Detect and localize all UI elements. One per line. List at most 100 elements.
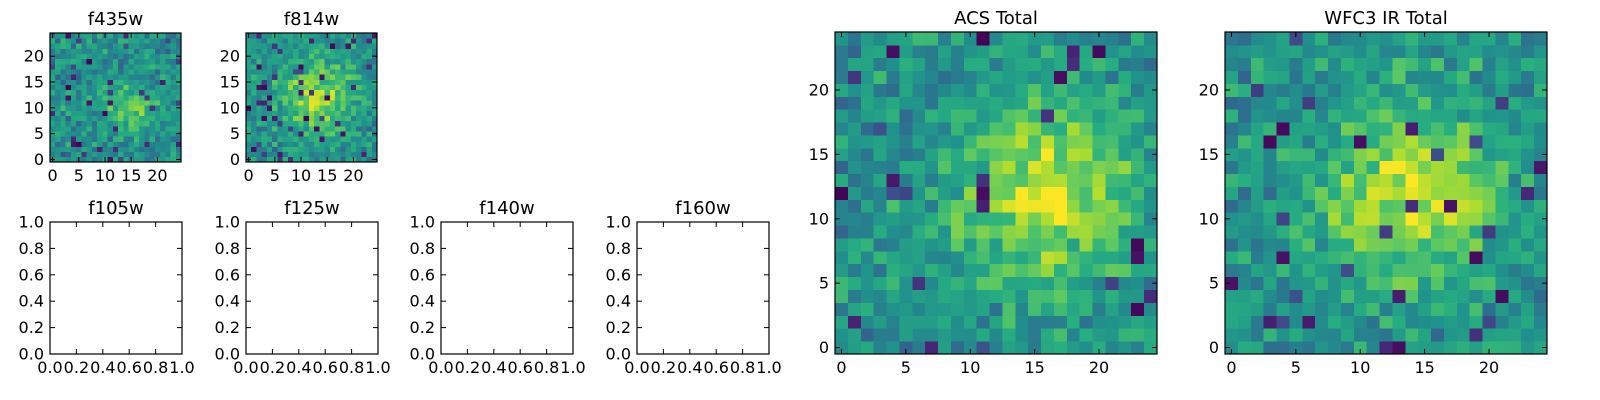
heatmap-cell [97, 43, 103, 49]
heatmap-cell [1053, 83, 1068, 97]
heatmap-cell [1225, 238, 1239, 252]
heatmap-cell [314, 146, 320, 153]
heatmap-cell [371, 74, 378, 80]
heatmap-cell [149, 156, 156, 163]
x-tick-label: 0.0 [37, 358, 62, 377]
heatmap-cell [76, 110, 82, 116]
heatmap-cell [1521, 44, 1535, 59]
heatmap-cell [1302, 135, 1316, 149]
heatmap-cell [912, 83, 926, 97]
heatmap-cell [356, 136, 362, 142]
heatmap-cell [50, 89, 56, 96]
heatmap-cell [1469, 122, 1483, 136]
heatmap-cell [1225, 44, 1239, 59]
y-tick-label: 5 [34, 124, 44, 143]
heatmap-cell [123, 151, 129, 158]
heatmap-cell [350, 58, 357, 65]
heatmap-cell [170, 74, 177, 80]
heatmap-cell [1237, 32, 1252, 46]
heatmap-cell [1041, 289, 1055, 303]
heatmap-cell [55, 151, 61, 158]
heatmap-cell [55, 38, 61, 44]
heatmap-cell [128, 43, 135, 49]
heatmap-cell [1263, 147, 1277, 162]
heatmap-cell [1041, 109, 1055, 123]
heatmap-cell [345, 94, 352, 101]
heatmap-cell [170, 125, 177, 132]
heatmap-cell [251, 120, 257, 127]
heatmap-cell [860, 328, 875, 342]
heatmap-cell [1237, 147, 1252, 162]
heatmap-cell [1118, 212, 1132, 226]
heatmap-cell [335, 120, 341, 127]
heatmap-cell [1353, 44, 1368, 59]
heatmap-cell [123, 110, 129, 116]
heatmap-cell [1315, 173, 1329, 187]
heatmap-cell [1289, 289, 1303, 303]
heatmap-cell [65, 120, 72, 127]
heatmap-cell [1092, 341, 1106, 355]
heatmap-cell [287, 146, 294, 153]
heatmap-cell [133, 105, 140, 111]
heatmap-cell [287, 156, 294, 163]
heatmap-cell [1041, 302, 1055, 316]
heatmap-cell [1225, 135, 1239, 149]
heatmap-cell [70, 110, 77, 116]
heatmap-cell [1443, 328, 1458, 342]
heatmap-cell [303, 48, 310, 55]
heatmap-cell [366, 105, 373, 111]
heatmap-cell [1225, 83, 1239, 97]
heatmap-cell [314, 120, 320, 127]
heatmap-cell [324, 141, 331, 147]
heatmap-cell [350, 115, 357, 122]
heatmap-cell [938, 302, 952, 316]
heatmap-cell [60, 69, 67, 75]
heatmap-cell [1276, 109, 1290, 123]
heatmap-cell [873, 315, 887, 329]
heatmap-cell [1392, 160, 1406, 175]
heatmap-cell [938, 160, 952, 175]
heatmap-cell [899, 328, 913, 342]
heatmap-cell [1302, 250, 1316, 265]
heatmap-cell [1079, 32, 1093, 46]
heatmap-cell [361, 136, 367, 142]
heatmap-cell [1392, 263, 1406, 278]
heatmap-cell [963, 44, 978, 59]
heatmap-cell [1366, 289, 1380, 303]
heatmap-cell [149, 58, 156, 65]
heatmap-cell [1405, 96, 1419, 110]
heatmap-cell [86, 141, 93, 147]
heatmap-cell [366, 94, 373, 101]
heatmap-cell [107, 84, 114, 91]
heatmap-cell [287, 131, 294, 137]
heatmap-cell [1015, 70, 1029, 84]
heatmap-cell [1225, 186, 1239, 200]
heatmap-cell [282, 89, 289, 96]
heatmap-cell [144, 63, 150, 70]
heatmap-cell [261, 33, 268, 39]
heatmap-cell [1237, 57, 1252, 72]
heatmap-cell [319, 79, 325, 85]
heatmap-cell [1315, 225, 1329, 239]
heatmap-cell [1315, 44, 1329, 59]
heatmap-cell [86, 136, 93, 142]
heatmap-cell [139, 125, 145, 132]
heatmap-cell [835, 328, 849, 342]
heatmap-cell [246, 43, 252, 49]
heatmap-cell [1521, 302, 1535, 316]
heatmap-cell [361, 43, 367, 49]
heatmap-cell [1405, 250, 1419, 265]
heatmap-cell [1353, 122, 1368, 136]
heatmap-cell [272, 146, 278, 153]
heatmap-cell [1250, 263, 1265, 278]
heatmap-cell [335, 131, 341, 137]
heatmap-cell [107, 156, 114, 163]
heatmap-cell [950, 225, 965, 239]
heatmap-cell [319, 120, 325, 127]
heatmap-cell [1443, 315, 1458, 329]
heatmap-cell [340, 63, 346, 70]
heatmap-cell [298, 115, 305, 122]
heatmap-cell [112, 131, 119, 137]
heatmap-cell [165, 136, 171, 142]
heatmap-cell [1105, 186, 1119, 200]
